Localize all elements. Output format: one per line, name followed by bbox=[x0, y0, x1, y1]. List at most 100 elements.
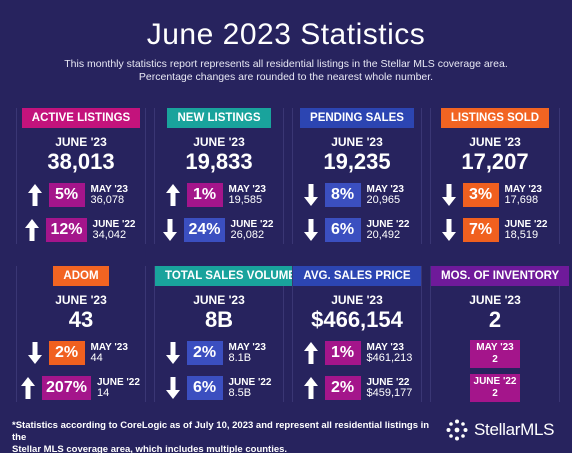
card-value: 38,013 bbox=[47, 149, 115, 174]
comparison-text: JUNE '22 $459,177 bbox=[366, 376, 413, 400]
comparison-text: JUNE '22 20,492 bbox=[367, 219, 411, 242]
card-active-listings: ACTIVE LISTINGS JUNE '23 38,013 5% MAY '23 36… bbox=[16, 108, 146, 244]
arrow-down-icon bbox=[441, 184, 456, 206]
card-tag: TOTAL SALES VOLUME bbox=[155, 266, 306, 286]
percent-change-badge: 6% bbox=[186, 376, 223, 400]
comparison-row: 7% JUNE '22 18,519 bbox=[431, 216, 559, 244]
percent-change-badge: 2% bbox=[186, 341, 223, 365]
card-tag: AVG. SALES PRICE bbox=[293, 266, 421, 286]
comparison-period: MAY '23 bbox=[228, 183, 266, 195]
comparison-period: MAY '23 bbox=[366, 341, 404, 353]
comparison-period: MAY '23 bbox=[366, 183, 404, 195]
card-pending-sales: PENDING SALES JUNE '23 19,235 8% MAY '23 20,9… bbox=[292, 108, 422, 244]
comparison-value: 14 bbox=[96, 387, 110, 399]
subtitle-line-2: Percentage changes are rounded to the ne… bbox=[138, 71, 434, 83]
card-period: JUNE '23 bbox=[331, 293, 383, 307]
comparison-text: JUNE '22 26,082 bbox=[231, 219, 275, 242]
comparison-text: JUNE '22 18,519 bbox=[505, 219, 549, 242]
logo-text: StellarMLS bbox=[474, 420, 555, 439]
arrow-up-icon bbox=[21, 377, 36, 399]
comparison-text: MAY '23 20,965 bbox=[367, 184, 411, 207]
card-adom: ADOM JUNE '23 43 2% MAY '23 44 207% JUNE '22 14 bbox=[16, 266, 146, 402]
arrow-down-icon bbox=[441, 219, 456, 241]
card-period: JUNE '23 bbox=[469, 135, 521, 149]
card-value: 2 bbox=[488, 307, 502, 332]
arrow-up-icon bbox=[303, 342, 318, 364]
subtitle-line-1: This monthly statistics report represent… bbox=[64, 58, 508, 70]
comparison-period: MAY '23 bbox=[90, 183, 128, 195]
arrow-down-icon bbox=[163, 219, 178, 241]
comparison-value: 19,585 bbox=[228, 194, 263, 206]
comparison-period: JUNE '22 bbox=[504, 218, 548, 230]
comparison-period: JUNE '22 bbox=[92, 218, 136, 230]
comparison-text: MAY '23 8.1B bbox=[229, 342, 273, 365]
card-period: JUNE '23 bbox=[193, 293, 245, 307]
comparison-text: JUNE '22 34,042 bbox=[93, 219, 137, 242]
comparison-period: JUNE '22 bbox=[366, 218, 410, 230]
comparison-row: 207% JUNE '22 14 bbox=[17, 374, 145, 402]
card-listings-sold: LISTINGS SOLD JUNE '23 17,207 3% MAY '23 17,6… bbox=[430, 108, 560, 244]
inventory-comparison-chip: MAY '23 2 bbox=[470, 340, 520, 368]
comparison-text: JUNE '22 8.5B bbox=[229, 377, 273, 400]
comparison-period: JUNE '22 bbox=[366, 376, 410, 388]
arrow-down-icon bbox=[165, 342, 180, 364]
footer-note: *Statistics according to CoreLogic as of… bbox=[12, 420, 442, 453]
arrow-up-icon bbox=[303, 377, 318, 399]
comparison-period: MAY '23 bbox=[504, 183, 542, 195]
chip-period: MAY '23 bbox=[476, 342, 514, 353]
comparison-row: 2% MAY '23 8.1B bbox=[155, 339, 283, 367]
footer-line-1: *Statistics according to CoreLogic as of… bbox=[12, 420, 430, 443]
comparison-row: 2% MAY '23 44 bbox=[17, 339, 145, 367]
comparison-row: 1% MAY '23 19,585 bbox=[155, 181, 283, 209]
comparison-value: 44 bbox=[90, 352, 103, 364]
card-tag: ACTIVE LISTINGS bbox=[21, 108, 141, 128]
card-new-listings: NEW LISTINGS JUNE '23 19,833 1% MAY '23 19,58… bbox=[154, 108, 284, 244]
stellar-mls-logo: StellarMLS bbox=[445, 416, 554, 444]
comparison-period: JUNE '22 bbox=[230, 218, 274, 230]
comparison-period: JUNE '22 bbox=[228, 376, 272, 388]
card-value: 17,207 bbox=[461, 149, 529, 174]
comparison-row: 6% JUNE '22 20,492 bbox=[293, 216, 421, 244]
card-avg-sales-price: AVG. SALES PRICE JUNE '23 $466,154 1% MAY '2… bbox=[292, 266, 422, 402]
stellar-star-icon bbox=[446, 419, 468, 441]
card-value: $466,154 bbox=[311, 307, 403, 332]
comparison-row: 6% JUNE '22 8.5B bbox=[155, 374, 283, 402]
comparison-text: MAY '23 44 bbox=[91, 342, 135, 365]
comparison-period: MAY '23 bbox=[228, 341, 266, 353]
comparison-row: 24% JUNE '22 26,082 bbox=[155, 216, 283, 244]
card-tag: MOS. OF INVENTORY bbox=[431, 266, 570, 286]
percent-change-badge: 6% bbox=[324, 218, 361, 242]
comparison-value: 8.1B bbox=[228, 352, 252, 364]
footer-line-2: Stellar MLS coverage area, which include… bbox=[12, 444, 288, 453]
arrow-up-icon bbox=[27, 184, 42, 206]
card-period: JUNE '23 bbox=[55, 135, 107, 149]
comparison-value: 34,042 bbox=[92, 229, 127, 241]
comparison-value: 36,078 bbox=[90, 194, 125, 206]
arrow-down-icon bbox=[303, 219, 318, 241]
comparison-period: JUNE '22 bbox=[96, 376, 140, 388]
percent-change-badge: 24% bbox=[184, 218, 225, 242]
arrow-up-icon bbox=[165, 184, 180, 206]
comparison-row: 5% MAY '23 36,078 bbox=[17, 181, 145, 209]
comparison-value: 20,492 bbox=[366, 229, 401, 241]
percent-change-badge: 3% bbox=[462, 183, 499, 207]
comparison-value: 26,082 bbox=[230, 229, 265, 241]
card-period: JUNE '23 bbox=[469, 293, 521, 307]
card-tag: PENDING SALES bbox=[300, 108, 414, 128]
card-months-of-inventory: MOS. OF INVENTORY JUNE '23 2 MAY '23 2 JUNE '… bbox=[430, 266, 570, 402]
comparison-text: MAY '23 19,585 bbox=[229, 184, 273, 207]
card-tag: LISTINGS SOLD bbox=[440, 108, 550, 128]
comparison-row: 1% MAY '23 $461,213 bbox=[293, 339, 421, 367]
comparison-value: 8.5B bbox=[228, 387, 252, 399]
percent-change-badge: 2% bbox=[48, 341, 85, 365]
comparison-value: $459,177 bbox=[366, 387, 413, 399]
page-title: June 2023 Statistics bbox=[146, 18, 426, 51]
chip-value: 2 bbox=[492, 354, 498, 365]
arrow-down-icon bbox=[165, 377, 180, 399]
percent-change-badge: 207% bbox=[42, 376, 91, 400]
card-value: 19,235 bbox=[323, 149, 391, 174]
comparison-text: MAY '23 36,078 bbox=[91, 184, 135, 207]
card-period: JUNE '23 bbox=[193, 135, 245, 149]
card-period: JUNE '23 bbox=[55, 293, 107, 307]
card-tag: ADOM bbox=[53, 266, 109, 286]
